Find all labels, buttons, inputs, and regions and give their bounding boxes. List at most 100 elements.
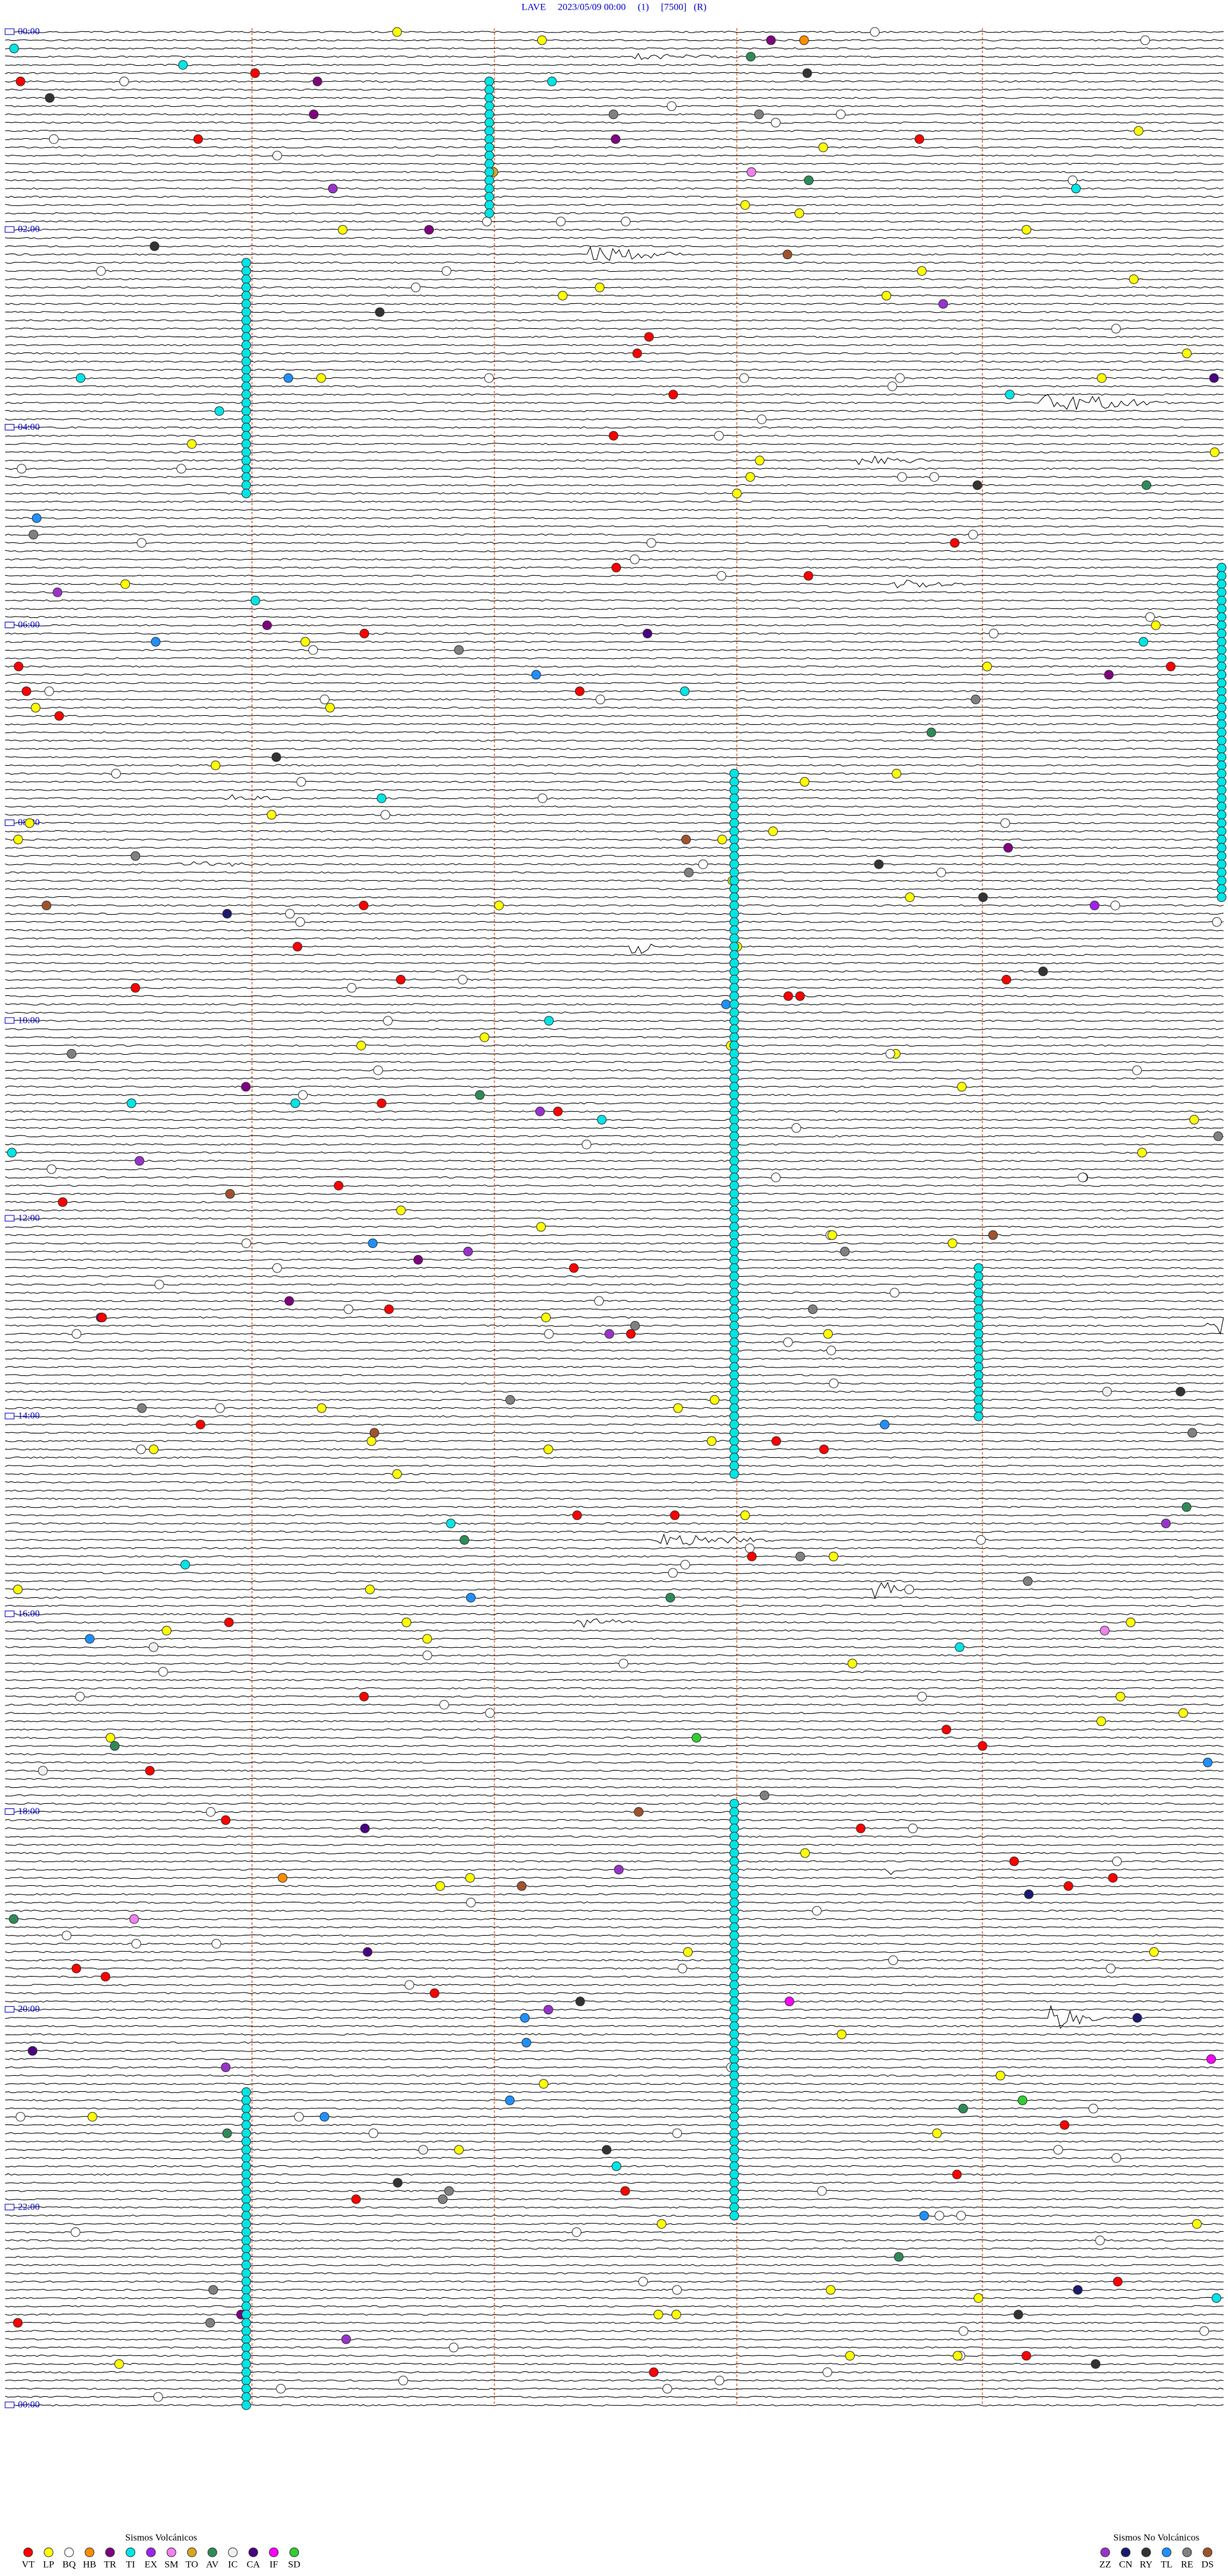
trace [4, 171, 1224, 173]
legend-swatch [125, 2547, 136, 2557]
trace [4, 2206, 1224, 2209]
trace [4, 2082, 1224, 2085]
event-marker [1216, 802, 1227, 812]
hour-box [4, 2204, 15, 2211]
event-marker [620, 2186, 630, 2196]
event-marker [1038, 967, 1048, 976]
event-marker [1178, 1708, 1188, 1718]
event-marker [100, 1972, 111, 1982]
trace [4, 1736, 1224, 1739]
event-marker [162, 1625, 171, 1636]
event-marker [1213, 1131, 1224, 1141]
trace [4, 195, 1224, 198]
event-marker [729, 1197, 739, 1207]
trace [4, 624, 1224, 627]
event-marker [241, 2351, 251, 2361]
event-marker [241, 2177, 251, 2188]
event-marker [973, 1304, 984, 1315]
trace [4, 1984, 1224, 1986]
event-marker [729, 2079, 739, 2089]
event-marker [800, 1848, 810, 1858]
event-marker [240, 1082, 251, 1092]
event-marker [597, 1114, 607, 1125]
event-marker [817, 2186, 827, 2196]
event-marker [418, 2145, 429, 2155]
event-marker [729, 1856, 739, 1867]
event-marker [670, 1510, 680, 1521]
event-marker [134, 1156, 145, 1166]
trace [4, 2222, 1224, 2225]
event-marker [205, 2318, 216, 2328]
event-marker [1216, 892, 1227, 903]
event-marker [665, 1593, 675, 1603]
event-marker [1216, 711, 1227, 721]
event-marker [729, 1032, 739, 1043]
trace [4, 1464, 1224, 1467]
event-marker [729, 1955, 739, 1965]
trace [4, 1918, 1224, 1920]
event-marker [356, 1041, 366, 1050]
event-marker [521, 2037, 531, 2048]
event-marker [1112, 1856, 1122, 1867]
trace [4, 1489, 1224, 1492]
event-marker [484, 93, 494, 103]
trace [4, 2288, 1224, 2291]
event-marker [973, 1411, 984, 1421]
event-marker [1216, 620, 1227, 630]
event-marker [1005, 390, 1015, 400]
event-marker [13, 834, 23, 844]
event-marker [435, 1881, 445, 1891]
event-marker [262, 620, 272, 630]
trace [4, 1885, 1224, 1888]
trace [4, 764, 1224, 767]
event-marker [543, 2005, 553, 2015]
event-marker [221, 1815, 231, 1825]
event-marker [729, 1048, 739, 1059]
trace [4, 47, 1224, 50]
event-marker [145, 1766, 155, 1776]
event-marker [729, 1173, 739, 1183]
trace [4, 1703, 1224, 1706]
hour-label: 06:00 [18, 620, 40, 630]
trace [4, 2354, 1224, 2357]
event-marker [1216, 785, 1227, 795]
trace [4, 1876, 1224, 1879]
event-marker [241, 2383, 251, 2394]
event-marker [437, 2194, 448, 2204]
event-marker [771, 1173, 781, 1183]
event-marker [729, 917, 739, 927]
event-marker [214, 406, 224, 416]
event-marker [71, 1963, 81, 1973]
event-marker [241, 2268, 251, 2279]
trace [4, 2396, 1224, 2398]
event-marker [729, 983, 739, 993]
event-marker [1060, 2120, 1069, 2130]
trace [4, 278, 1224, 281]
event-marker [1209, 447, 1220, 457]
trace [4, 475, 1224, 478]
event-marker [972, 480, 982, 490]
event-marker [1202, 1757, 1213, 1767]
event-marker [729, 1840, 739, 1850]
trace [4, 1638, 1224, 1640]
event-marker [58, 1197, 68, 1207]
event-marker [729, 1337, 739, 1347]
event-marker [729, 1065, 739, 1075]
trace [4, 2404, 1224, 2406]
event-marker [754, 109, 764, 120]
hour-box [4, 2006, 15, 2013]
event-marker [1073, 2285, 1083, 2295]
hour-label: 16:00 [18, 1609, 40, 1619]
trace [4, 1618, 1224, 1628]
trace [4, 2025, 1224, 2028]
event-marker [1216, 793, 1227, 803]
event-marker [276, 2383, 286, 2394]
event-marker [225, 1189, 235, 1199]
trace [4, 1629, 1224, 1632]
event-marker [537, 793, 547, 803]
event-marker [351, 2194, 361, 2204]
event-marker [1024, 1889, 1034, 1899]
trace [4, 1052, 1224, 1055]
event-marker [88, 2112, 97, 2122]
event-marker [384, 1304, 394, 1315]
